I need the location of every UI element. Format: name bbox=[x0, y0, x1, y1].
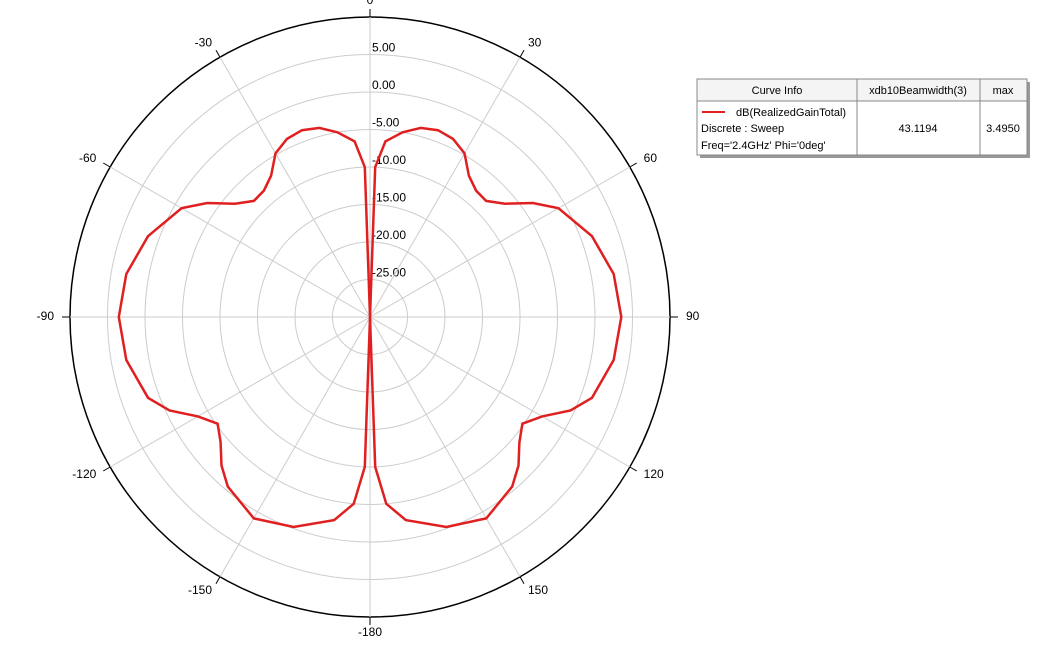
legend-header-text: max bbox=[993, 85, 1014, 97]
angle-tick-label: 0 bbox=[367, 0, 374, 7]
r-tick-label: 5.00 bbox=[372, 41, 396, 55]
r-tick-label: -20.00 bbox=[372, 228, 406, 242]
spoke bbox=[369, 56, 521, 318]
legend-entry: dB(RealizedGainTotal) bbox=[736, 107, 846, 119]
spoke bbox=[219, 316, 371, 578]
spoke bbox=[369, 166, 631, 318]
spoke bbox=[109, 166, 371, 318]
angle-tick-label: 150 bbox=[528, 583, 548, 597]
angle-tick-label: -150 bbox=[188, 583, 212, 597]
r-tick-label: 0.00 bbox=[372, 78, 396, 92]
legend-header bbox=[696, 78, 1028, 102]
plot bbox=[117, 126, 623, 529]
tick-mark bbox=[629, 162, 637, 168]
angle-tick-label: -30 bbox=[195, 36, 213, 50]
tick-mark bbox=[215, 50, 221, 58]
angle-tick-label: -180 bbox=[358, 625, 382, 639]
angle-tick-label: 90 bbox=[686, 309, 700, 323]
tick-mark bbox=[103, 162, 111, 168]
angle-tick-label: 30 bbox=[528, 36, 542, 50]
tick-mark bbox=[103, 466, 111, 472]
legend-info: Freq='2.4GHz' Phi='0deg' bbox=[701, 140, 826, 152]
r-tick-label: -15.00 bbox=[372, 191, 406, 205]
legend-table: Curve Info xdb10Beamwidth(3) max dB(Real… bbox=[696, 78, 1030, 158]
legend-header-text: Curve Info bbox=[752, 85, 803, 97]
tick-mark bbox=[519, 50, 525, 58]
legend-cell: 3.4950 bbox=[986, 123, 1020, 135]
tick-mark bbox=[629, 466, 637, 472]
tick-mark bbox=[215, 576, 221, 584]
angle-tick-label: -60 bbox=[79, 151, 97, 165]
angle-tick-label: -90 bbox=[37, 309, 55, 323]
r-tick-label: -25.00 bbox=[372, 266, 406, 280]
spoke bbox=[369, 316, 521, 578]
r-tick-label: -5.00 bbox=[372, 116, 400, 130]
grid: -25.00-20.00-15.00-10.00-5.000.005.00030… bbox=[37, 0, 700, 639]
spoke bbox=[369, 316, 631, 468]
legend-info: Discrete : Sweep bbox=[701, 123, 784, 135]
angle-tick-label: -120 bbox=[72, 467, 96, 481]
spoke bbox=[219, 56, 371, 318]
angle-tick-label: 60 bbox=[644, 151, 658, 165]
tick-mark bbox=[519, 576, 525, 584]
legend-header-text: xdb10Beamwidth(3) bbox=[869, 85, 967, 97]
spoke bbox=[109, 316, 371, 468]
angle-tick-label: 120 bbox=[644, 467, 664, 481]
legend-cell: 43.1194 bbox=[899, 123, 938, 135]
series-line bbox=[117, 126, 623, 529]
